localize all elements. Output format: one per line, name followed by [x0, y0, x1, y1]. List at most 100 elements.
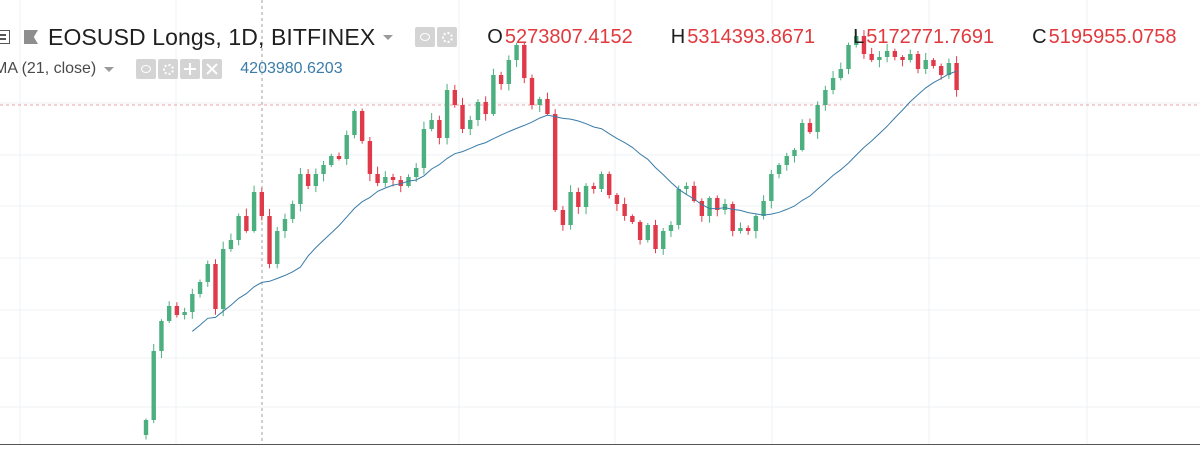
candle-body — [159, 321, 164, 351]
candle-body — [668, 225, 674, 231]
candle-body — [745, 228, 751, 231]
candle-body — [390, 177, 396, 180]
candle-body — [452, 90, 457, 105]
candle-body — [676, 189, 681, 225]
candle-body — [143, 420, 149, 435]
candle-body — [514, 45, 519, 60]
candle-body — [807, 123, 813, 132]
candle-body — [267, 216, 272, 264]
candle-body — [475, 102, 481, 120]
symbol-flag-icon[interactable] — [24, 30, 38, 44]
candle-body — [166, 306, 172, 321]
ma-label[interactable]: MA (21, close) — [0, 60, 97, 77]
candle-body — [244, 216, 249, 231]
candle-body — [884, 51, 890, 57]
candle-body — [305, 174, 311, 186]
gear-icon[interactable] — [437, 27, 458, 47]
candle-body — [491, 75, 496, 114]
candle-body — [336, 156, 342, 159]
candle-body — [483, 102, 488, 114]
ma-value: 4203980.6203 — [240, 60, 343, 77]
candle-body — [468, 120, 473, 129]
candle-body — [630, 216, 635, 222]
eye-icon[interactable] — [415, 27, 436, 47]
candle-body — [877, 57, 882, 60]
ohlc-low: L 5172771.7691 — [853, 25, 995, 48]
candle-body — [637, 222, 643, 240]
candle-body — [908, 54, 913, 60]
ma-eye-icon[interactable] — [136, 59, 157, 79]
candle-body — [784, 156, 789, 165]
candle-body — [846, 45, 851, 69]
ohlc-close: C 5195955.0758 — [1032, 25, 1177, 48]
candle-body — [359, 111, 365, 141]
candle-body — [823, 90, 828, 105]
candle-body — [498, 75, 504, 84]
symbol-title[interactable]: EOSUSD Longs, 1D, BITFINEX — [48, 23, 376, 50]
candle-body — [383, 177, 388, 183]
candle-body — [861, 36, 867, 54]
candle-body — [298, 174, 303, 204]
candle-body — [537, 99, 542, 105]
candle-body — [259, 192, 264, 216]
chevron-down-icon[interactable] — [383, 34, 394, 40]
candle-body — [684, 186, 689, 189]
ohlc-readout: O 5273807.4152 H 5314393.8671 L 5172771.769… — [487, 26, 1176, 49]
candle-body — [506, 60, 512, 84]
candle-body — [282, 219, 288, 231]
candle-body — [398, 180, 403, 186]
candle-body — [344, 135, 349, 159]
candle-body — [769, 174, 774, 201]
candle-body — [661, 231, 666, 249]
candle-body — [931, 60, 936, 66]
candle-body — [923, 60, 928, 69]
candle-body — [414, 168, 419, 177]
candle-body — [437, 120, 442, 138]
candle-body — [367, 141, 373, 174]
candle-body — [375, 174, 380, 183]
candle-body — [761, 201, 766, 216]
candle-body — [715, 198, 720, 210]
candle-body — [800, 123, 805, 150]
candle-body — [290, 204, 295, 219]
candle-body — [329, 156, 334, 165]
candle-body — [892, 51, 898, 57]
candle-body — [460, 105, 465, 129]
candle-body — [707, 198, 712, 216]
candle-body — [900, 57, 905, 60]
candle-body — [815, 105, 820, 132]
candle-body — [738, 228, 743, 231]
candle-body — [251, 192, 257, 231]
candle-body — [591, 186, 596, 189]
candle-body — [529, 78, 535, 105]
candle-body — [151, 351, 156, 420]
candle-body — [946, 63, 952, 75]
candle-body — [583, 186, 589, 207]
candle-body — [560, 210, 566, 225]
candle-body — [444, 90, 450, 138]
indicator-buttons — [136, 59, 223, 79]
ma-close-icon[interactable] — [202, 59, 223, 79]
collapse-legend-icon[interactable] — [0, 30, 10, 44]
candle-body — [275, 231, 280, 264]
candle-body — [954, 63, 959, 90]
candle-body — [197, 282, 203, 294]
legend-indicator: MA (21, close) 4203980.6203 — [0, 56, 343, 82]
candle-body — [352, 111, 357, 135]
candle-body — [869, 54, 874, 60]
candle-body — [730, 204, 735, 231]
candle-body — [236, 216, 241, 240]
ma-chevron-down-icon[interactable] — [104, 66, 115, 72]
candle-body — [838, 69, 843, 78]
candle-body — [599, 174, 604, 189]
candle-body — [753, 216, 759, 231]
legend-main: EOSUSD Longs, 1D, BITFINEX O 5273807.4152… — [0, 19, 1177, 55]
candle-body — [522, 45, 527, 78]
candle-body — [228, 240, 234, 249]
candle-body — [830, 78, 836, 90]
ma-plus-icon[interactable] — [180, 59, 201, 79]
ma-gear-icon[interactable] — [158, 59, 179, 79]
ma-line — [191, 70, 957, 332]
